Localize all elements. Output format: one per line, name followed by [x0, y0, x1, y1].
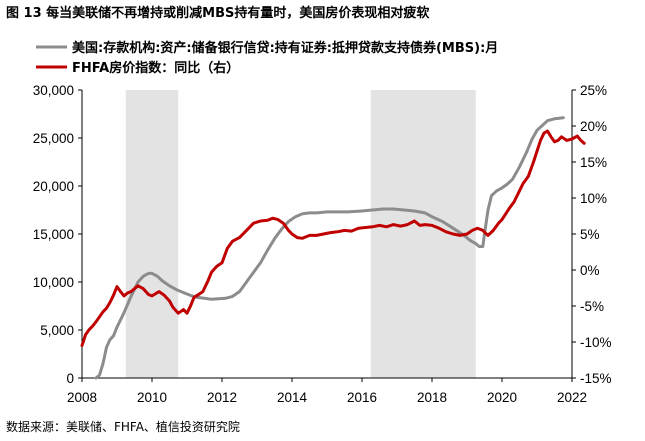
x-tick-label: 2022	[557, 390, 587, 405]
shaded-period-1	[125, 90, 179, 378]
y-right-tick-label: 15%	[580, 155, 607, 170]
y-right-tick-label: 10%	[580, 191, 607, 206]
x-tick-label: 2018	[417, 390, 447, 405]
x-tick-label: 2016	[347, 390, 377, 405]
x-tick-label: 2014	[277, 390, 308, 405]
legend-label-mbs: 美国:存款机构:资产:储备银行信贷:持有证券:抵押贷款支持债券(MBS):月	[72, 40, 498, 56]
y-right-tick-label: 20%	[580, 119, 607, 134]
source-note: 数据来源：美联储、FHFA、植信投资研究院	[6, 420, 240, 434]
axes: 0 5,000 10,000 15,000 20,000 25,000 30,000 -15%…	[33, 83, 612, 405]
chart-title: 图 13 每当美联储不再增持或削减MBS持有量时，美国房价表现相对疲软	[6, 6, 430, 21]
series-lines	[80, 116, 586, 380]
legend-label-fhfa: FHFA房价指数：同比（右）	[72, 60, 239, 76]
y-left-tick-label: 20,000	[33, 179, 74, 194]
y-right-tick-label: 5%	[580, 227, 600, 242]
y-left-tick-label: 10,000	[33, 275, 74, 290]
x-tick-label: 2010	[137, 390, 167, 405]
y-right-tick-label: -5%	[580, 299, 604, 314]
y-right-tick-label: 25%	[580, 83, 607, 98]
y-left-tick-label: 5,000	[40, 323, 74, 338]
x-tick-label: 2020	[487, 390, 517, 405]
legend: 美国:存款机构:资产:储备银行信贷:持有证券:抵押贷款支持债券(MBS):月 F…	[36, 40, 498, 76]
y-left-tick-label: 15,000	[33, 227, 74, 242]
chart-area: 0 5,000 10,000 15,000 20,000 25,000 30,000 -15%…	[33, 40, 612, 405]
x-tick-label: 2012	[207, 390, 237, 405]
y-right-tick-label: -10%	[580, 335, 612, 350]
y-right-tick-label: 0%	[580, 263, 600, 278]
x-tick-label: 2008	[67, 390, 97, 405]
y-left-tick-label: 30,000	[33, 83, 74, 98]
shaded-periods	[125, 90, 476, 378]
series-line-mbs	[94, 116, 565, 380]
y-left-tick-label: 0	[66, 371, 74, 386]
series-line-fhfa	[80, 129, 586, 348]
y-left-tick-label: 25,000	[33, 131, 74, 146]
y-right-tick-label: -15%	[580, 371, 612, 386]
